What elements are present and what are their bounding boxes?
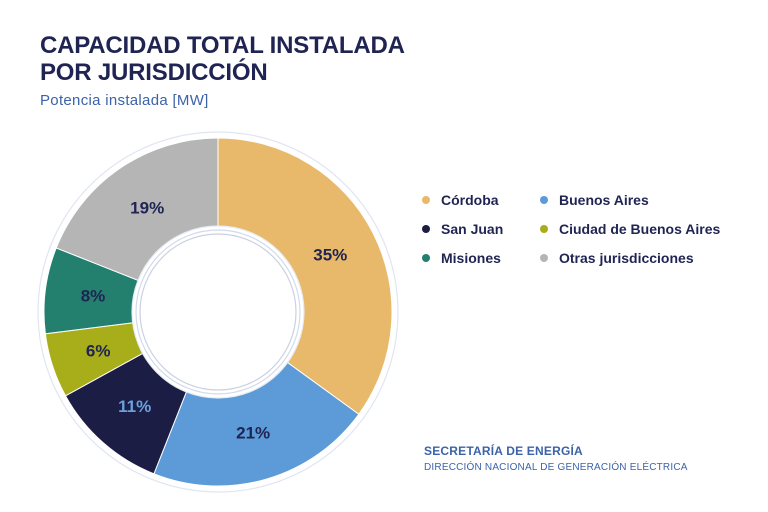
source-footer: SECRETARÍA DE ENERGÍA DIRECCIÓN NACIONAL… bbox=[424, 444, 688, 473]
pie-slice-label: 35% bbox=[313, 245, 347, 264]
chart-title-line-1: CAPACIDAD TOTAL INSTALADA bbox=[40, 32, 405, 59]
legend-dot bbox=[422, 225, 430, 233]
legend-item-buenos-aires: Buenos Aires bbox=[540, 192, 740, 208]
legend-label: Misiones bbox=[441, 250, 501, 266]
legend-dot bbox=[422, 254, 430, 262]
pie-slice-label: 11% bbox=[118, 397, 151, 416]
outer-decor-ring bbox=[37, 131, 399, 493]
legend: Córdoba Buenos Aires San Juan Ciudad de … bbox=[422, 192, 740, 266]
legend-label: Buenos Aires bbox=[559, 192, 649, 208]
pie-slice-label: 19% bbox=[130, 198, 164, 217]
legend-item-san-juan: San Juan bbox=[422, 221, 540, 237]
legend-dot bbox=[540, 196, 548, 204]
chart-subtitle: Potencia instalada [MW] bbox=[40, 92, 209, 109]
chart-title-line-2: POR JURISDICCIÓN bbox=[40, 59, 268, 86]
legend-label: Córdoba bbox=[441, 192, 499, 208]
legend-item-otras-jurisdicciones: Otras jurisdicciones bbox=[540, 250, 740, 266]
source-department: DIRECCIÓN NACIONAL DE GENERACIÓN ELÉCTRI… bbox=[424, 462, 688, 473]
source-agency: SECRETARÍA DE ENERGÍA bbox=[424, 444, 583, 458]
pie-slice-label: 8% bbox=[81, 287, 106, 306]
donut-hole bbox=[139, 233, 297, 391]
legend-dot bbox=[540, 254, 548, 262]
legend-item-misiones: Misiones bbox=[422, 250, 540, 266]
legend-dot bbox=[540, 225, 548, 233]
legend-label: San Juan bbox=[441, 221, 504, 237]
pie-slice-label: 21% bbox=[236, 423, 270, 442]
legend-dot bbox=[422, 196, 430, 204]
legend-label: Ciudad de Buenos Aires bbox=[559, 221, 721, 237]
chart-title: CAPACIDAD TOTAL INSTALADA POR JURISDICCI… bbox=[40, 32, 405, 86]
legend-label: Otras jurisdicciones bbox=[559, 250, 694, 266]
pie-slice-label: 6% bbox=[86, 341, 111, 360]
legend-item-cordoba: Córdoba bbox=[422, 192, 540, 208]
legend-item-ciudad-de-buenos-aires: Ciudad de Buenos Aires bbox=[540, 221, 740, 237]
